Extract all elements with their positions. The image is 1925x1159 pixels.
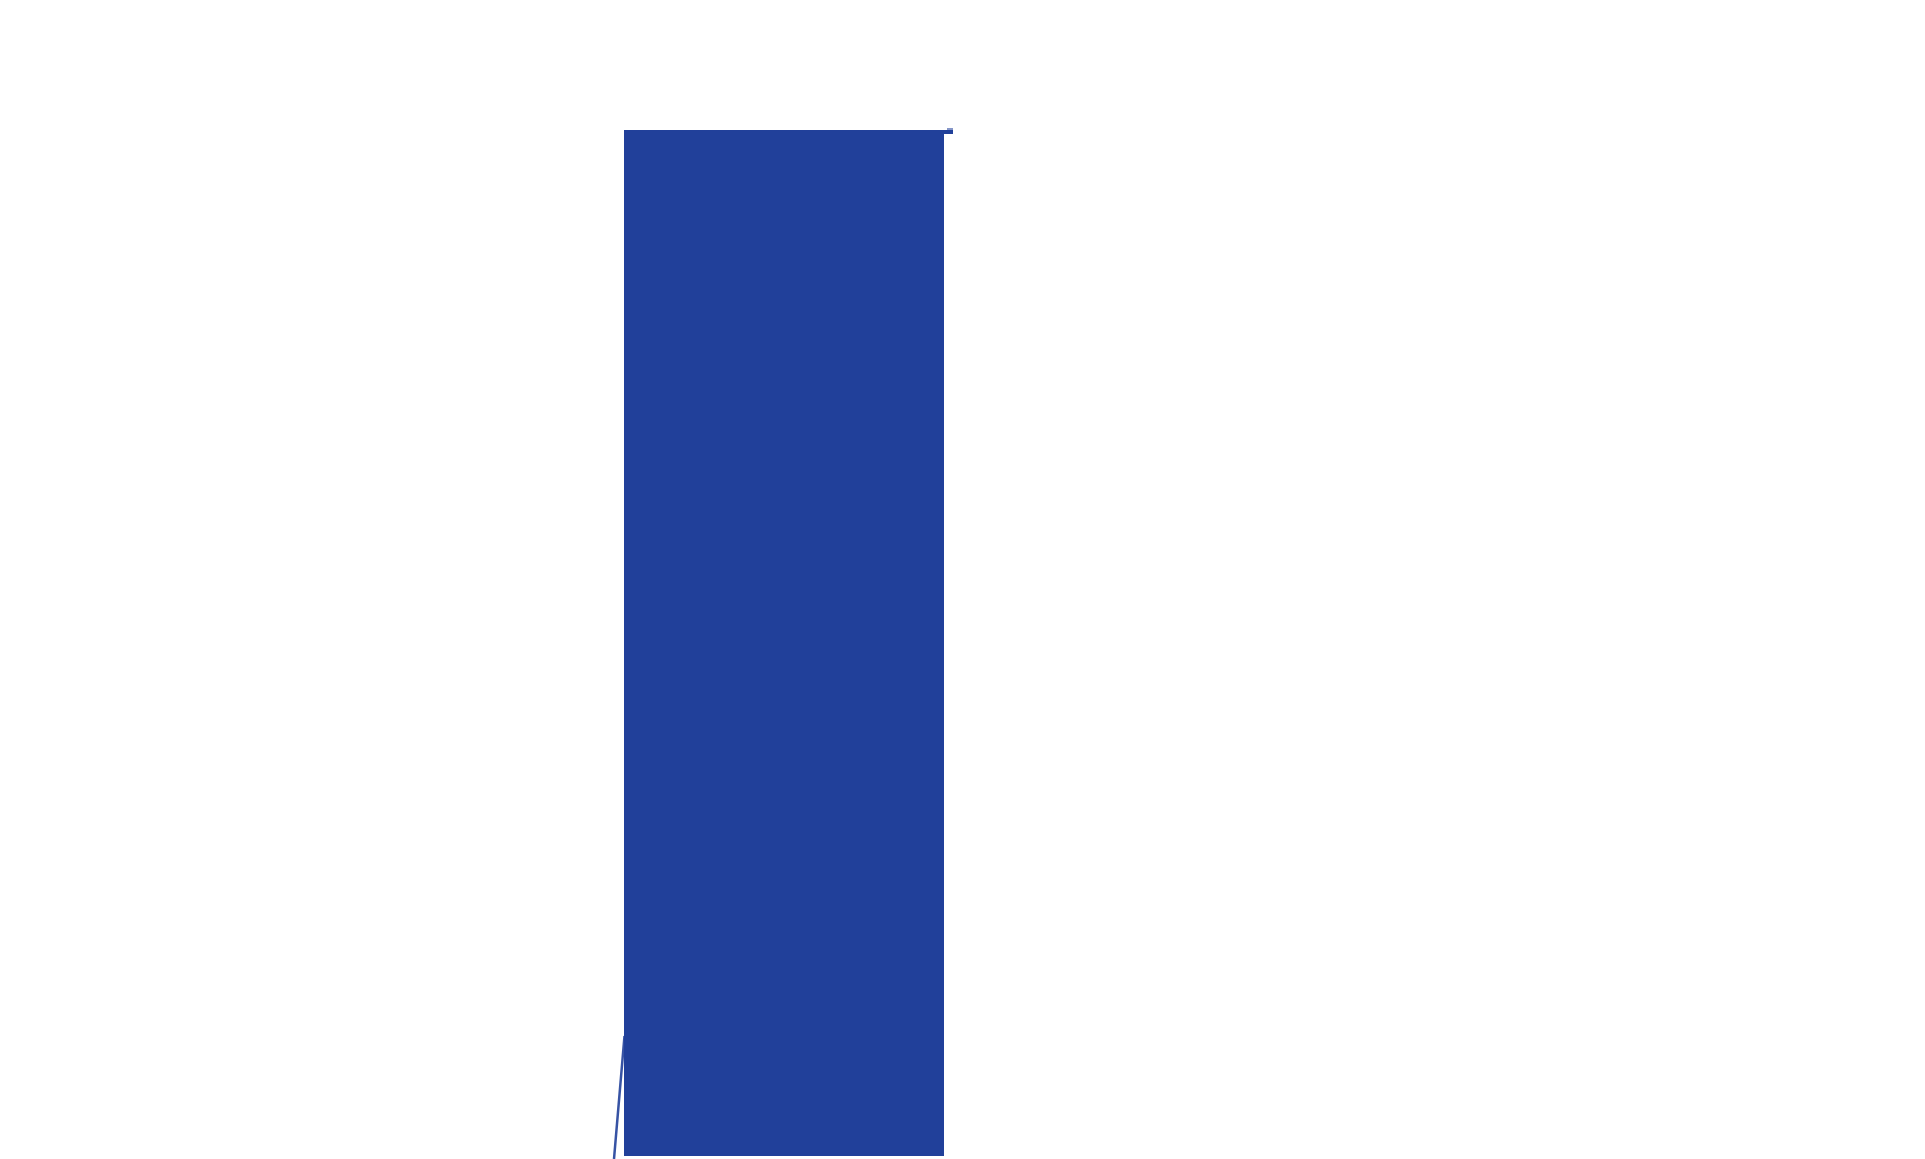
top-right-notch-step-1 xyxy=(943,130,953,134)
diagonal-line-shape xyxy=(612,1035,626,1159)
top-right-notch-step-2 xyxy=(947,128,953,131)
blue-bar-shape xyxy=(624,130,944,1156)
